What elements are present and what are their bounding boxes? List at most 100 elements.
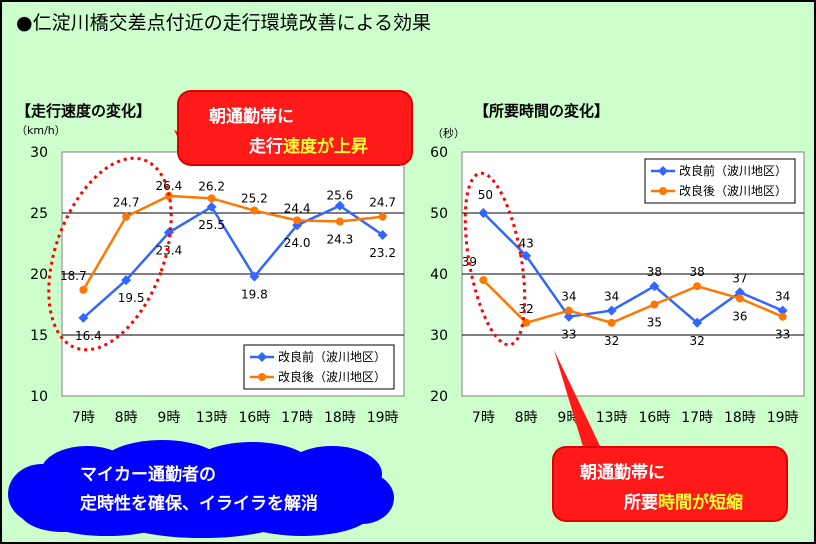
time-data-label: 32 xyxy=(518,302,533,316)
time-data-label: 38 xyxy=(647,265,662,279)
time-point-before xyxy=(692,317,703,328)
speed-point-before xyxy=(121,275,132,286)
speed-series-line-before xyxy=(82,204,384,319)
time-legend-marker xyxy=(659,187,667,195)
time-highlight-ellipse xyxy=(463,171,527,347)
speed-point-after xyxy=(293,216,302,225)
time-x-tick-label: 16時 xyxy=(638,410,670,426)
time-data-label: 33 xyxy=(561,328,576,342)
time-data-label: 34 xyxy=(775,290,790,304)
time-point-before xyxy=(777,305,788,316)
speed-data-label: 18.7 xyxy=(60,269,87,283)
time-y-tick-label: 50 xyxy=(430,206,448,222)
time-point-after xyxy=(735,294,744,303)
speed-point-before xyxy=(78,312,89,323)
time-point-after xyxy=(693,282,702,291)
time-data-label: 35 xyxy=(647,316,662,330)
time-legend xyxy=(644,158,796,204)
time-x-tick-label: 18時 xyxy=(724,410,756,426)
time-callout: 朝通勤帯に 所要時間が短縮 xyxy=(554,448,786,520)
time-series-line-after xyxy=(482,279,784,325)
time-point-after xyxy=(522,318,531,327)
time-data-label: 50 xyxy=(478,188,493,202)
time-point-after xyxy=(479,276,488,285)
speed-y-tick-label: 30 xyxy=(30,145,48,161)
time-point-before xyxy=(563,311,574,322)
speed-data-label: 25.6 xyxy=(327,189,354,203)
time-legend-marker xyxy=(658,166,668,176)
time-data-label: 37 xyxy=(732,271,747,285)
time-point-before xyxy=(649,281,660,292)
speed-legend-label: 改良前（波川地区） xyxy=(278,349,386,364)
time-point-before xyxy=(606,305,617,316)
speed-data-label: 25.2 xyxy=(241,192,268,206)
cloud-puff xyxy=(42,460,382,524)
time-data-label: 36 xyxy=(732,309,747,323)
time-point-before xyxy=(734,287,745,298)
speed-data-label: 24.7 xyxy=(113,196,140,210)
speed-point-before xyxy=(249,271,260,282)
time-legend-label: 改良後（波川地区） xyxy=(679,183,787,198)
time-point-before xyxy=(521,250,532,261)
speed-x-tick-label: 18時 xyxy=(324,410,356,426)
speed-point-before xyxy=(334,200,345,211)
speed-data-label: 19.5 xyxy=(118,291,145,305)
speed-x-tick-label: 13時 xyxy=(196,410,228,426)
speed-data-label: 24.4 xyxy=(284,201,311,215)
speed-data-label: 24.0 xyxy=(284,236,311,250)
speed-legend-label: 改良後（波川地区） xyxy=(278,369,386,384)
speed-callout-line1: 朝通勤帯に xyxy=(209,107,294,127)
time-chart-title: 【所要時間の変化】 xyxy=(474,102,610,120)
speed-x-tick-label: 9時 xyxy=(157,410,180,426)
time-point-after xyxy=(607,318,616,327)
cloud-line2: 定時性を確保、イライラを解消 xyxy=(80,494,318,514)
speed-callout: 朝通勤帯に 走行速度が上昇 xyxy=(179,92,411,164)
speed-y-unit: （km/h） xyxy=(16,124,66,137)
time-point-after xyxy=(650,300,659,309)
time-data-label: 32 xyxy=(604,334,619,348)
speed-point-after xyxy=(207,194,216,203)
time-y-tick-label: 40 xyxy=(430,267,448,283)
speed-x-tick-label: 7時 xyxy=(72,410,95,426)
time-y-tick-label: 60 xyxy=(430,145,448,161)
time-callout-line2-prefix: 所要 xyxy=(624,493,658,513)
time-legend-label: 改良前（波川地区） xyxy=(679,163,787,178)
speed-data-label: 19.8 xyxy=(241,287,268,301)
time-y-unit: （秒） xyxy=(432,127,465,140)
time-point-after xyxy=(778,312,787,321)
time-callout-highlight: 時間が短縮 xyxy=(658,493,743,513)
time-data-label: 34 xyxy=(561,290,576,304)
time-x-tick-label: 17時 xyxy=(681,410,713,426)
speed-highlight-ellipse xyxy=(47,156,173,352)
time-y-tick-label: 20 xyxy=(430,389,448,405)
speed-y-tick-label: 25 xyxy=(30,206,48,222)
time-point-after xyxy=(564,306,573,315)
speed-data-label: 24.3 xyxy=(327,233,354,247)
time-x-tick-label: 19時 xyxy=(767,410,799,426)
speed-x-tick-label: 17時 xyxy=(281,410,313,426)
time-data-label: 43 xyxy=(518,237,533,251)
time-y-tick-label: 30 xyxy=(430,328,448,344)
time-callout-line1: 朝通勤帯に xyxy=(580,463,665,483)
speed-legend-marker xyxy=(257,352,267,362)
speed-x-tick-label: 8時 xyxy=(115,410,138,426)
time-callout-pointer xyxy=(554,350,602,450)
time-point-before xyxy=(478,208,489,218)
time-data-label: 34 xyxy=(604,290,619,304)
time-x-tick-label: 13時 xyxy=(596,410,628,426)
speed-legend xyxy=(243,344,395,390)
speed-point-before xyxy=(206,201,217,212)
time-x-tick-label: 7時 xyxy=(472,410,495,426)
speed-point-after xyxy=(79,285,88,294)
speed-series-line-after xyxy=(82,194,383,291)
speed-data-label: 26.4 xyxy=(156,179,183,193)
speed-callout-line2-prefix: 走行 xyxy=(249,137,283,157)
speed-chart-title: 【走行速度の変化】 xyxy=(16,102,152,120)
speed-y-tick-label: 10 xyxy=(30,389,48,405)
speed-data-label: 16.4 xyxy=(75,329,102,343)
page-title: ●仁淀川橋交差点付近の走行環境改善による効果 xyxy=(16,12,432,34)
time-data-label: 33 xyxy=(775,328,790,342)
speed-legend-marker xyxy=(258,373,266,381)
